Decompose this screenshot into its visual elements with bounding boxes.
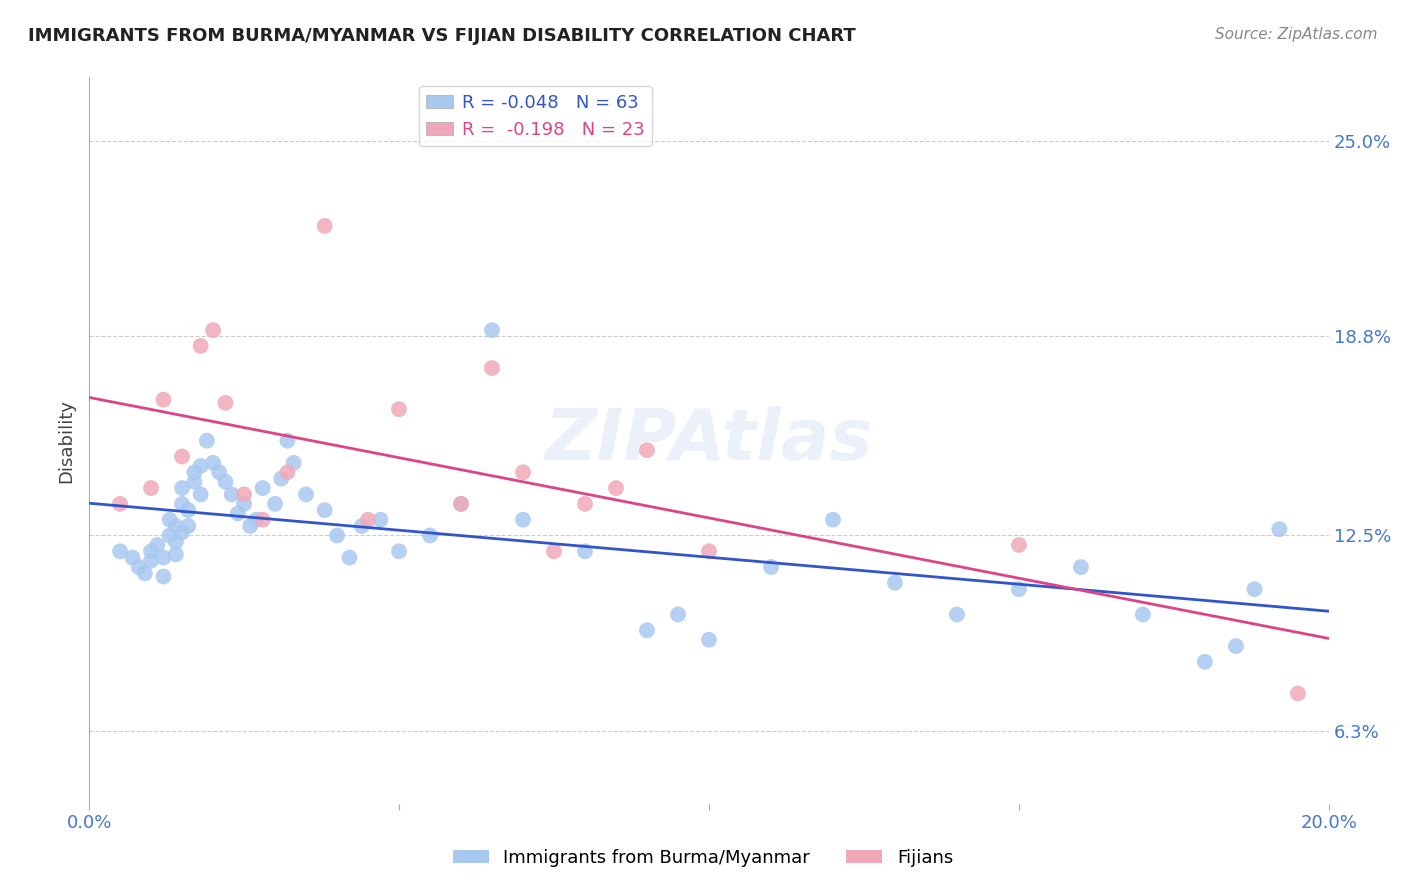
Point — [1194, 655, 1216, 669]
Point — [183, 475, 205, 489]
Point — [605, 481, 627, 495]
Point — [177, 503, 200, 517]
Point — [759, 560, 782, 574]
Point — [202, 323, 225, 337]
Point — [139, 481, 162, 495]
Point — [450, 497, 472, 511]
Point — [574, 544, 596, 558]
Point — [221, 487, 243, 501]
Point — [419, 528, 441, 542]
Point — [1268, 522, 1291, 536]
Point — [1286, 686, 1309, 700]
Point — [512, 513, 534, 527]
Point — [128, 560, 150, 574]
Point — [543, 544, 565, 558]
Point — [252, 481, 274, 495]
Point — [245, 513, 267, 527]
Point — [388, 402, 411, 417]
Legend: R = -0.048   N = 63, R =  -0.198   N = 23: R = -0.048 N = 63, R = -0.198 N = 23 — [419, 87, 652, 146]
Point — [152, 550, 174, 565]
Point — [276, 434, 298, 448]
Point — [1243, 582, 1265, 597]
Point — [233, 497, 256, 511]
Point — [512, 465, 534, 479]
Text: IMMIGRANTS FROM BURMA/MYANMAR VS FIJIAN DISABILITY CORRELATION CHART: IMMIGRANTS FROM BURMA/MYANMAR VS FIJIAN … — [28, 27, 856, 45]
Point — [574, 497, 596, 511]
Point — [121, 550, 143, 565]
Point — [190, 339, 212, 353]
Text: ZIPAtlas: ZIPAtlas — [544, 406, 873, 475]
Point — [170, 450, 193, 464]
Point — [208, 465, 231, 479]
Point — [884, 575, 907, 590]
Point — [159, 528, 181, 542]
Point — [697, 632, 720, 647]
Point — [134, 566, 156, 581]
Point — [139, 544, 162, 558]
Point — [1132, 607, 1154, 622]
Point — [357, 513, 380, 527]
Point — [252, 513, 274, 527]
Point — [195, 434, 218, 448]
Point — [170, 481, 193, 495]
Point — [165, 548, 187, 562]
Point — [270, 472, 292, 486]
Point — [170, 525, 193, 540]
Point — [239, 519, 262, 533]
Point — [108, 497, 131, 511]
Point — [183, 465, 205, 479]
Point — [350, 519, 373, 533]
Point — [1008, 582, 1031, 597]
Point — [314, 503, 336, 517]
Point — [108, 544, 131, 558]
Point — [202, 456, 225, 470]
Point — [388, 544, 411, 558]
Point — [152, 392, 174, 407]
Point — [697, 544, 720, 558]
Point — [1070, 560, 1092, 574]
Point — [481, 361, 503, 376]
Point — [636, 624, 658, 638]
Point — [339, 550, 361, 565]
Point — [1225, 639, 1247, 653]
Point — [295, 487, 318, 501]
Point — [946, 607, 969, 622]
Point — [481, 323, 503, 337]
Point — [264, 497, 287, 511]
Point — [314, 219, 336, 233]
Point — [177, 519, 200, 533]
Point — [146, 538, 169, 552]
Point — [233, 487, 256, 501]
Point — [190, 487, 212, 501]
Point — [170, 497, 193, 511]
Legend: Immigrants from Burma/Myanmar, Fijians: Immigrants from Burma/Myanmar, Fijians — [446, 842, 960, 874]
Point — [276, 465, 298, 479]
Point — [214, 396, 236, 410]
Y-axis label: Disability: Disability — [58, 399, 75, 483]
Point — [636, 443, 658, 458]
Point — [165, 534, 187, 549]
Point — [283, 456, 305, 470]
Text: Source: ZipAtlas.com: Source: ZipAtlas.com — [1215, 27, 1378, 42]
Point — [1008, 538, 1031, 552]
Point — [190, 458, 212, 473]
Point — [214, 475, 236, 489]
Point — [450, 497, 472, 511]
Point — [370, 513, 392, 527]
Point — [666, 607, 689, 622]
Point — [326, 528, 349, 542]
Point — [152, 569, 174, 583]
Point — [139, 554, 162, 568]
Point — [159, 513, 181, 527]
Point — [226, 507, 249, 521]
Point — [821, 513, 844, 527]
Point — [165, 519, 187, 533]
